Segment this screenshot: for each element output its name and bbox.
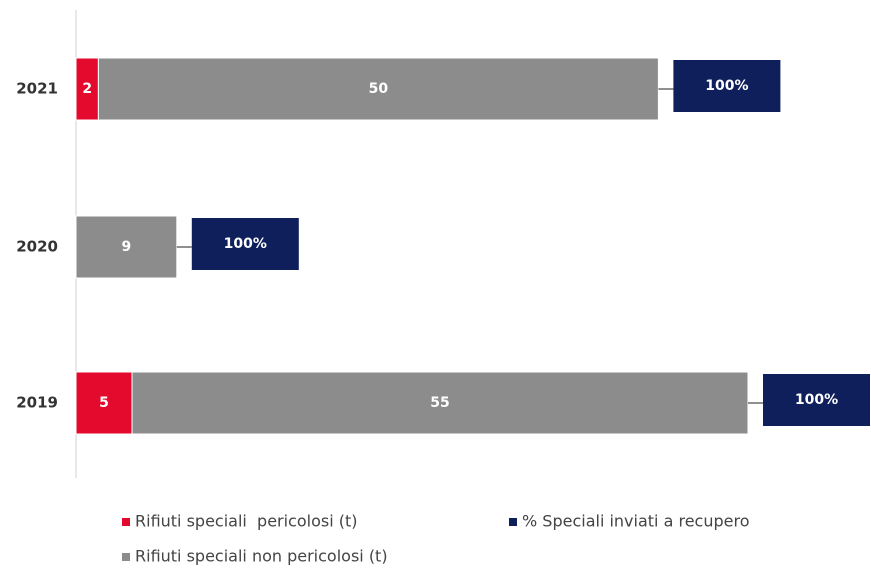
value-label: 5 [99,395,109,411]
legend-label: % Speciali inviati a recupero [522,512,750,531]
value-label: 2 [82,81,92,97]
legend-swatch [509,518,517,526]
percent-box [763,374,870,426]
percent-box [191,218,299,270]
value-label: 55 [430,395,449,411]
legend-label: Rifiuti speciali pericolosi (t) [135,512,358,531]
percent-box [673,60,781,112]
y-tick-label: 2020 [16,238,58,256]
bar-segment [75,371,133,435]
value-label: 100% [795,392,838,408]
legend-label: Rifiuti speciali non pericolosi (t) [135,547,388,566]
value-label: 9 [122,239,132,255]
value-label: 50 [369,81,389,97]
y-tick-label: 2019 [16,394,58,412]
bar-segment [75,215,178,279]
y-tick-label: 2021 [16,80,58,98]
legend-swatch [122,553,130,561]
value-label: 100% [705,78,748,94]
bar-segment [97,57,659,121]
bar-segment [131,371,749,435]
legend-swatch [122,518,130,526]
value-label: 100% [224,236,267,252]
